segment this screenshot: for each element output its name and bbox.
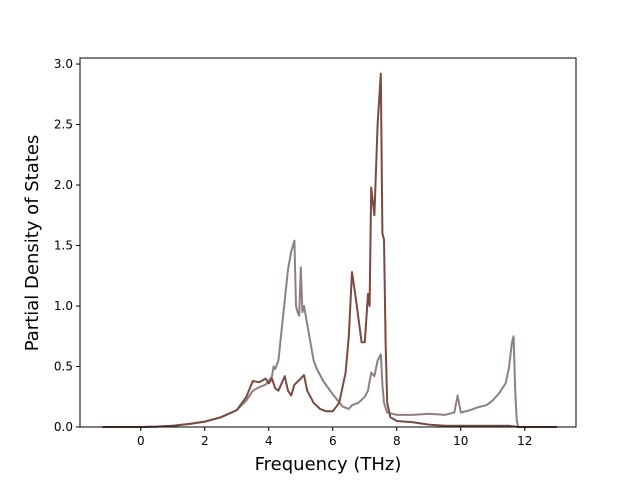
- y-tick-label: 3.0: [54, 57, 73, 71]
- y-tick-label: 0.5: [54, 360, 73, 374]
- x-tick-label: 2: [201, 434, 209, 448]
- y-tick-label: 0.0: [54, 420, 73, 434]
- series-layer: [102, 72, 557, 428]
- x-tick-label: 8: [393, 434, 401, 448]
- x-axis-label: Frequency (THz): [255, 454, 402, 475]
- x-tick-label: 6: [329, 434, 337, 448]
- series-line-2: [102, 72, 557, 428]
- x-tick-label: 4: [265, 434, 273, 448]
- y-tick-label: 1.5: [54, 239, 73, 253]
- y-tick-label: 2.5: [54, 118, 73, 132]
- x-tick-label: 10: [453, 434, 468, 448]
- series-line-1: [102, 239, 557, 428]
- y-axis-ticks: 0.0 0.5 1.0 1.5 2.0 2.5 3.0: [54, 57, 80, 434]
- x-axis-ticks: 0 2 4 6 8 10 12: [137, 427, 532, 448]
- y-tick-label: 1.0: [54, 299, 73, 313]
- x-tick-label: 12: [517, 434, 532, 448]
- x-tick-label: 0: [137, 434, 145, 448]
- plot-frame: [79, 57, 577, 428]
- y-axis-label: Partial Density of States: [22, 135, 43, 352]
- y-tick-label: 2.0: [54, 178, 73, 192]
